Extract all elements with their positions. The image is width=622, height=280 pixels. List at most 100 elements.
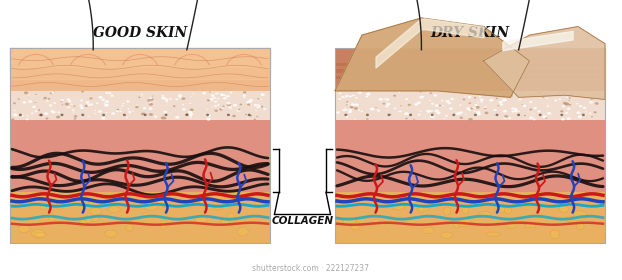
Ellipse shape [34, 232, 47, 237]
Ellipse shape [74, 118, 77, 120]
Ellipse shape [525, 92, 529, 95]
Ellipse shape [343, 217, 356, 226]
Ellipse shape [346, 101, 348, 102]
Ellipse shape [226, 102, 231, 105]
Ellipse shape [188, 111, 192, 113]
Ellipse shape [345, 114, 347, 116]
Ellipse shape [79, 104, 83, 107]
Ellipse shape [215, 109, 218, 112]
Ellipse shape [263, 108, 266, 110]
Ellipse shape [465, 96, 466, 97]
Ellipse shape [514, 108, 518, 110]
Ellipse shape [561, 118, 565, 120]
Ellipse shape [164, 114, 167, 116]
Ellipse shape [532, 113, 534, 114]
Ellipse shape [559, 206, 569, 213]
Ellipse shape [577, 111, 580, 114]
Ellipse shape [546, 98, 548, 99]
Ellipse shape [422, 227, 434, 234]
Ellipse shape [430, 92, 432, 94]
Ellipse shape [344, 108, 345, 109]
Ellipse shape [468, 109, 471, 111]
Ellipse shape [98, 110, 102, 113]
Ellipse shape [351, 103, 355, 106]
Ellipse shape [14, 110, 16, 111]
Ellipse shape [392, 204, 405, 210]
Ellipse shape [346, 116, 348, 118]
Ellipse shape [53, 92, 55, 93]
Ellipse shape [247, 104, 250, 106]
Ellipse shape [504, 117, 507, 119]
Ellipse shape [74, 115, 77, 118]
Ellipse shape [511, 110, 515, 113]
Bar [10, 120, 270, 192]
Ellipse shape [48, 98, 50, 100]
Ellipse shape [537, 92, 541, 94]
Ellipse shape [441, 232, 453, 238]
Ellipse shape [503, 110, 507, 113]
Ellipse shape [215, 93, 218, 94]
Ellipse shape [254, 104, 257, 106]
Ellipse shape [443, 207, 450, 215]
Ellipse shape [162, 95, 164, 97]
Ellipse shape [569, 104, 571, 106]
Ellipse shape [123, 103, 124, 104]
Ellipse shape [245, 114, 247, 115]
Ellipse shape [573, 211, 587, 218]
Ellipse shape [419, 96, 424, 99]
Ellipse shape [430, 110, 434, 113]
Ellipse shape [426, 110, 430, 113]
Ellipse shape [44, 99, 45, 100]
Ellipse shape [12, 114, 13, 115]
Ellipse shape [126, 225, 134, 231]
Ellipse shape [228, 106, 232, 109]
Ellipse shape [522, 104, 527, 107]
Ellipse shape [238, 109, 240, 110]
Ellipse shape [22, 101, 26, 104]
Ellipse shape [437, 112, 440, 114]
Ellipse shape [369, 108, 374, 111]
Ellipse shape [390, 114, 392, 115]
Ellipse shape [104, 102, 106, 104]
Ellipse shape [220, 108, 223, 111]
Ellipse shape [214, 205, 221, 210]
Ellipse shape [156, 199, 167, 204]
Ellipse shape [490, 99, 493, 102]
Ellipse shape [32, 106, 36, 108]
Ellipse shape [386, 99, 388, 100]
Ellipse shape [85, 105, 88, 107]
Ellipse shape [116, 109, 119, 111]
Ellipse shape [350, 106, 353, 108]
Ellipse shape [355, 118, 356, 120]
Ellipse shape [481, 101, 483, 103]
Ellipse shape [405, 98, 408, 100]
Ellipse shape [105, 100, 109, 103]
Ellipse shape [352, 94, 355, 96]
Ellipse shape [209, 91, 211, 92]
Ellipse shape [119, 111, 122, 112]
Ellipse shape [366, 118, 369, 120]
Ellipse shape [217, 104, 220, 106]
Ellipse shape [98, 96, 103, 99]
Ellipse shape [336, 111, 340, 114]
Ellipse shape [178, 94, 182, 97]
Ellipse shape [355, 97, 358, 99]
Ellipse shape [383, 103, 385, 105]
Bar [10, 192, 270, 243]
Ellipse shape [565, 103, 569, 106]
Ellipse shape [121, 105, 124, 107]
Ellipse shape [149, 97, 152, 99]
Ellipse shape [71, 103, 73, 105]
Ellipse shape [445, 100, 450, 102]
Ellipse shape [220, 94, 223, 96]
Ellipse shape [386, 110, 388, 111]
Ellipse shape [221, 108, 224, 109]
Ellipse shape [407, 104, 411, 106]
Ellipse shape [149, 103, 153, 106]
Ellipse shape [420, 111, 421, 112]
Ellipse shape [49, 213, 55, 222]
Ellipse shape [90, 103, 93, 106]
Ellipse shape [436, 111, 440, 114]
Ellipse shape [591, 116, 593, 117]
Ellipse shape [50, 110, 54, 113]
